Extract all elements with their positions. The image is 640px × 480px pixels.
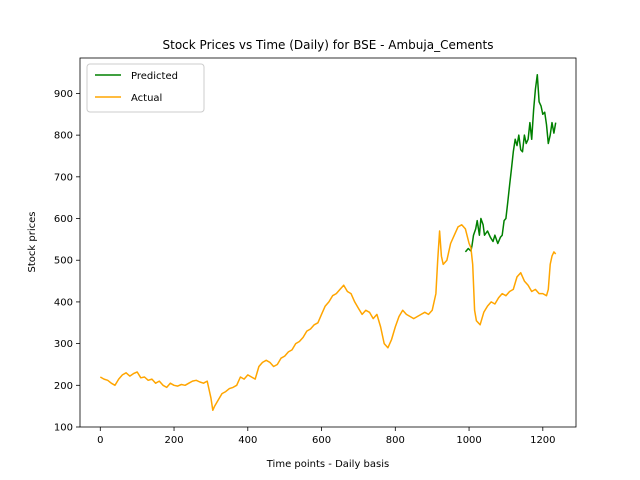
legend-box	[86, 63, 205, 113]
y-axis: 100 200 300 400 500 600 700 800 900	[54, 89, 80, 434]
series-line-predicted	[464, 73, 557, 253]
y-tick-label: 100	[54, 423, 73, 434]
x-axis: 0 200 400 600 800 1000 1200	[97, 427, 556, 446]
legend-label-actual: Actual	[131, 93, 162, 104]
x-tick-label: 600	[312, 435, 331, 446]
y-tick-label: 800	[54, 131, 73, 142]
x-axis-label: Time points - Daily basis	[266, 459, 390, 470]
x-tick-label: 1200	[530, 435, 555, 446]
legend-label-predicted: Predicted	[131, 71, 178, 82]
x-tick-label: 800	[386, 435, 405, 446]
y-axis-label: Stock prices	[27, 212, 38, 273]
plot-background	[80, 58, 576, 427]
series-line-actual	[99, 224, 557, 412]
chart-title: Stock Prices vs Time (Daily) for BSE - A…	[163, 38, 494, 52]
plot-frame	[79, 57, 577, 428]
y-tick-label: 900	[54, 89, 73, 100]
y-tick-label: 300	[54, 339, 73, 350]
x-tick-label: 1000	[456, 435, 481, 446]
y-tick-label: 400	[54, 297, 73, 308]
plot-area	[79, 57, 577, 428]
legend: Predicted Actual	[86, 63, 205, 113]
y-tick-label: 700	[54, 172, 73, 183]
y-tick-label: 200	[54, 381, 73, 392]
series-layer	[99, 73, 557, 412]
x-tick-label: 200	[164, 435, 183, 446]
x-tick-label: 400	[238, 435, 257, 446]
x-tick-label: 0	[97, 435, 103, 446]
y-tick-label: 500	[54, 256, 73, 267]
y-tick-label: 600	[54, 214, 73, 225]
